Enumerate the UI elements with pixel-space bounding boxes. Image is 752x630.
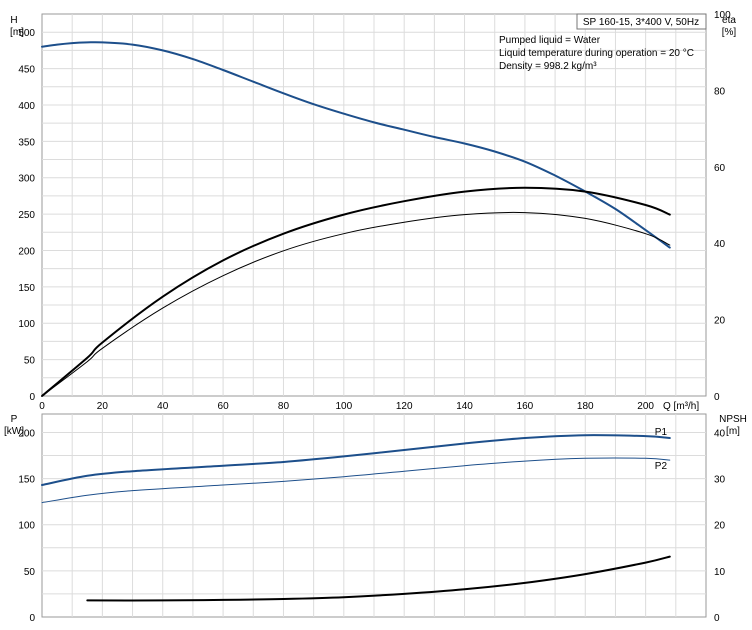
power-axis-unit: [kW] [4, 426, 24, 437]
x-tick-label: 0 [39, 401, 45, 412]
top-left-tick-label: 400 [18, 101, 35, 112]
chart-title: SP 160-15, 3*400 V, 50Hz [583, 17, 699, 28]
x-tick-label: 60 [218, 401, 230, 412]
x-tick-label: 120 [396, 401, 413, 412]
bottom-series-line-p1 [41, 434, 671, 486]
head-axis-unit: [m] [10, 27, 24, 38]
top-right-tick-label: 40 [714, 239, 726, 250]
annotation-pumped-liquid: Pumped liquid = Water [499, 35, 601, 46]
eta-axis-label: eta [722, 15, 736, 26]
top-right-tick-label: 60 [714, 163, 726, 174]
bottom-right-tick-label: 10 [714, 567, 726, 578]
title-box [576, 13, 707, 30]
npsh-axis-unit: [m] [726, 426, 740, 437]
x-tick-label: 160 [517, 401, 534, 412]
top-tick-labels: 0501001502002503003504004505000204060801… [18, 10, 731, 412]
bottom-series-group: P1 P2 [41, 427, 671, 602]
top-left-tick-label: 350 [18, 137, 35, 148]
npsh-axis-label: NPSH [719, 414, 747, 425]
top-grid [42, 14, 706, 396]
annotation-liquid-temperature: Liquid temperature during operation = 20… [499, 48, 694, 59]
top-right-tick-label: 80 [714, 86, 726, 97]
annotation-density: Density = 998.2 kg/m³ [499, 61, 597, 72]
x-tick-label: 20 [97, 401, 109, 412]
top-left-tick-label: 200 [18, 246, 35, 257]
bottom-right-tick-label: 30 [714, 475, 726, 486]
top-right-tick-label: 100 [714, 10, 731, 21]
top-left-tick-label: 0 [29, 392, 35, 403]
bottom-series-line-2 [86, 555, 671, 602]
bottom-left-tick-label: 100 [18, 521, 35, 532]
x-tick-label: 100 [335, 401, 352, 412]
bottom-right-tick-label: 40 [714, 428, 726, 439]
bottom-tick-labels: 0 50 100 150 200 0 10 20 30 40 [18, 428, 725, 624]
bottom-left-tick-label: 200 [18, 428, 35, 439]
info-box: SP 160-15, 3*400 V, 50Hz Pumped liquid =… [499, 13, 707, 72]
bottom-series-line-p2 [41, 457, 671, 504]
bottom-left-tick-label: 50 [24, 567, 36, 578]
top-left-tick-label: 50 [24, 356, 36, 367]
top-left-tick-label: 250 [18, 210, 35, 221]
flow-axis-label: Q [m³/h] [663, 401, 699, 412]
top-left-tick-label: 100 [18, 319, 35, 330]
x-tick-label: 140 [456, 401, 473, 412]
x-tick-label: 180 [577, 401, 594, 412]
bottom-left-tick-label: 150 [18, 475, 35, 486]
top-series-group [41, 41, 671, 397]
top-series-line-2 [41, 186, 671, 397]
top-left-tick-label: 150 [18, 283, 35, 294]
top-right-tick-label: 0 [714, 392, 720, 403]
series-label-p1: P1 [655, 427, 668, 438]
x-tick-label: 40 [157, 401, 169, 412]
power-axis-label: P [11, 414, 18, 425]
bottom-left-tick-label: 0 [29, 613, 35, 624]
x-tick-label: 200 [637, 401, 654, 412]
head-axis-label: H [10, 15, 17, 26]
bottom-right-tick-label: 0 [714, 613, 720, 624]
head-efficiency-chart: 0501001502002503003504004505000204060801… [10, 10, 736, 412]
top-series-line-1 [41, 211, 671, 397]
power-npsh-chart: 0 50 100 150 200 0 10 20 30 40 P1 P2 P [kW] NPSH [… [4, 413, 747, 624]
series-label-p2: P2 [655, 461, 668, 472]
x-tick-label: 80 [278, 401, 290, 412]
top-right-tick-label: 20 [714, 316, 726, 327]
top-series-line-0 [41, 41, 671, 249]
bottom-right-tick-label: 20 [714, 521, 726, 532]
top-left-tick-label: 500 [18, 28, 35, 39]
top-left-tick-label: 450 [18, 65, 35, 76]
top-left-tick-label: 300 [18, 174, 35, 185]
bottom-grid [42, 414, 706, 617]
eta-axis-unit: [%] [722, 27, 737, 38]
